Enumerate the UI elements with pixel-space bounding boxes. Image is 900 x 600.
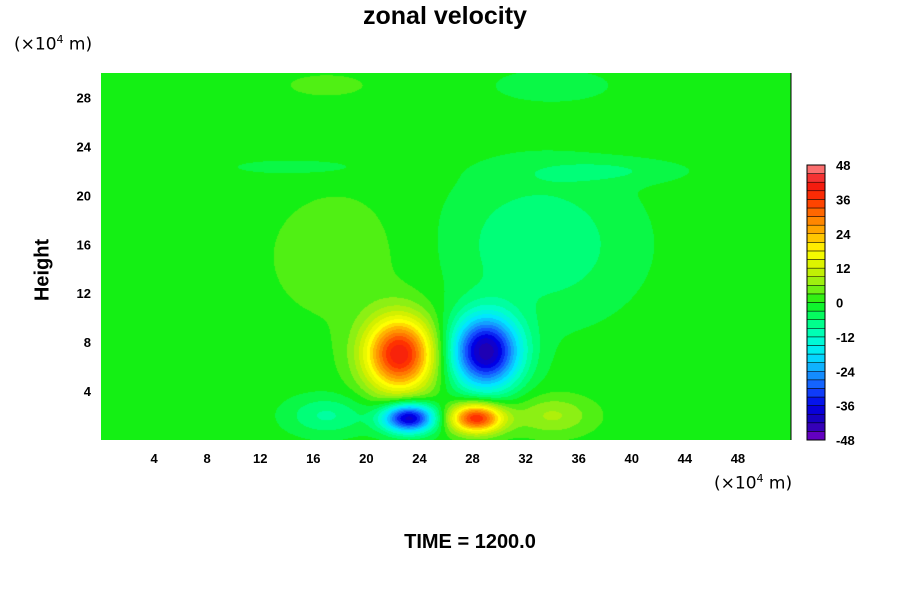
colorbar-band	[806, 413, 826, 424]
colorbar-tick-label: -12	[836, 330, 855, 345]
colorbar-band	[806, 293, 826, 303]
chart-title: zonal velocity	[363, 2, 527, 30]
x-tick-label: 8	[204, 451, 211, 466]
x-tick-label: 16	[306, 451, 320, 466]
colorbar-tick-label: 24	[836, 227, 851, 242]
time-label: TIME = 1200.0	[404, 531, 536, 553]
colorbar-band	[806, 405, 826, 415]
colorbar-band	[806, 371, 826, 381]
colorbar-band	[806, 267, 826, 277]
x-tick-label: 20	[359, 451, 373, 466]
colorbar-band	[806, 276, 826, 286]
colorbar-band	[806, 259, 826, 269]
x-tick-label: 24	[412, 451, 427, 466]
colorbar-band	[806, 336, 826, 346]
colorbar-tick-label: -36	[836, 399, 855, 414]
y-tick-label: 20	[77, 188, 91, 203]
colorbar-band	[806, 362, 826, 372]
x-tick-label: 40	[625, 451, 639, 466]
contour-field	[101, 73, 791, 440]
x-tick-label: 28	[465, 451, 479, 466]
colorbar-band	[806, 164, 826, 174]
colorbar-tick-label: -48	[836, 433, 855, 448]
x-axis-unit: (×104 m)	[714, 472, 793, 494]
colorbar-band	[806, 302, 826, 312]
plot-area	[101, 73, 792, 440]
x-tick-label: 36	[571, 451, 585, 466]
y-tick-label: 4	[84, 384, 92, 399]
colorbar-tick-label: 0	[836, 296, 843, 311]
colorbar-band	[806, 216, 826, 226]
y-tick-label: 16	[77, 237, 91, 252]
colorbar-band	[806, 353, 826, 363]
y-axis-unit: (×104 m)	[14, 33, 93, 55]
y-tick-label: 8	[84, 335, 91, 350]
colorbar-band	[806, 422, 826, 432]
colorbar-tick-label: 48	[836, 158, 850, 173]
colorbar-tick-label: -24	[836, 364, 856, 379]
y-tick-label: 28	[77, 90, 91, 105]
colorbar-band	[806, 310, 826, 320]
colorbar-band	[806, 285, 826, 295]
y-tick-label: 24	[77, 139, 92, 154]
colorbar-tick-label: 12	[836, 261, 850, 276]
x-axis-ticks: 4 8 12 16 20 24 28 32 36 40 44 48	[150, 451, 745, 466]
colorbar-band	[806, 388, 826, 398]
colorbar: 48 36 24 12 0 -12 -24 -36 -48	[806, 158, 856, 448]
x-tick-label: 48	[731, 451, 745, 466]
colorbar-band	[806, 319, 826, 329]
colorbar-border	[806, 164, 826, 441]
colorbar-tick-label: 36	[836, 192, 850, 207]
colorbar-band	[806, 250, 826, 260]
x-tick-label: 12	[253, 451, 267, 466]
colorbar-band	[806, 396, 826, 406]
y-axis-ticks: 4 8 12 16 20 24 28	[77, 90, 92, 399]
x-tick-label: 44	[678, 451, 693, 466]
colorbar-band	[806, 379, 826, 389]
colorbar-band	[806, 181, 826, 192]
colorbar-band	[806, 431, 826, 441]
colorbar-band	[806, 207, 826, 217]
colorbar-band	[806, 233, 826, 243]
colorbar-band	[806, 345, 826, 355]
x-tick-label: 4	[150, 451, 158, 466]
x-tick-label: 32	[518, 451, 532, 466]
y-tick-label: 12	[77, 286, 91, 301]
colorbar-band	[806, 328, 826, 338]
colorbar-band	[806, 242, 826, 252]
colorbar-band	[806, 224, 826, 234]
colorbar-band	[806, 173, 826, 183]
colorbar-band	[806, 199, 826, 209]
colorbar-band	[806, 190, 826, 200]
